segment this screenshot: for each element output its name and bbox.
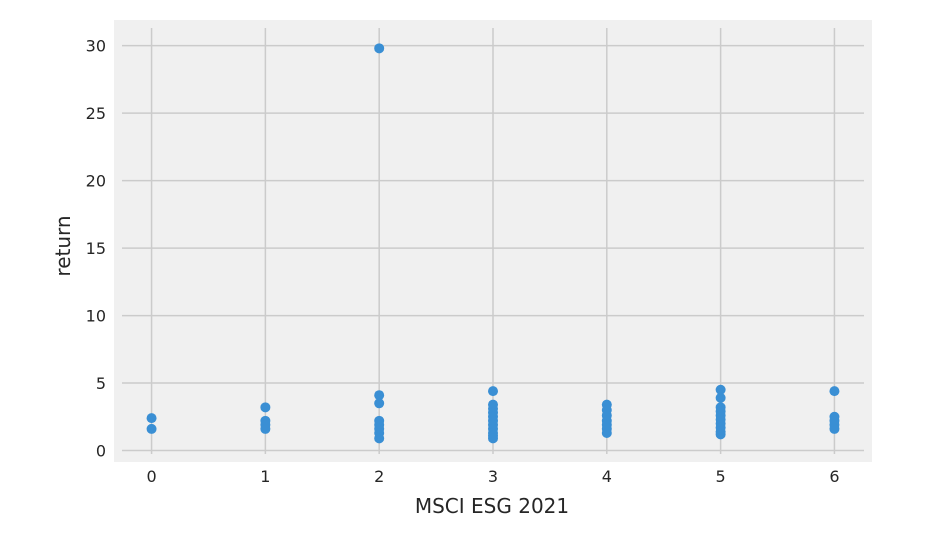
x-tick-labels: 0 1 2 3 4 5 6 xyxy=(146,467,839,486)
scatter-point xyxy=(488,386,498,397)
x-tick-label: 2 xyxy=(374,467,384,486)
scatter-point xyxy=(374,398,385,409)
scatter-point xyxy=(488,433,498,444)
scatter-point xyxy=(829,386,840,397)
y-tick-label: 10 xyxy=(86,307,106,326)
scatter-point xyxy=(260,423,271,434)
y-axis-title: return xyxy=(51,215,75,276)
scatter-point xyxy=(260,402,271,413)
scatter-point xyxy=(601,427,612,438)
grid-lines xyxy=(122,28,864,454)
y-tick-label: 20 xyxy=(86,172,106,191)
y-tick-labels: 0 5 10 15 20 25 30 xyxy=(86,37,106,461)
y-tick-label: 30 xyxy=(86,37,106,56)
x-tick-label: 3 xyxy=(488,467,498,486)
x-tick-label: 5 xyxy=(716,467,726,486)
data-points xyxy=(146,43,840,444)
scatter-point xyxy=(374,390,385,401)
scatter-point xyxy=(146,423,157,434)
scatter-point xyxy=(146,413,157,424)
x-tick-label: 6 xyxy=(829,467,839,486)
scatter-point xyxy=(829,423,840,434)
y-tick-label: 15 xyxy=(86,239,106,258)
y-tick-label: 5 xyxy=(96,374,106,393)
y-tick-label: 25 xyxy=(86,104,106,123)
scatter-point xyxy=(715,384,726,395)
x-tick-label: 0 xyxy=(146,467,156,486)
x-tick-label: 4 xyxy=(602,467,612,486)
scatter-point xyxy=(715,429,726,440)
x-axis-title: MSCI ESG 2021 xyxy=(415,494,569,518)
x-tick-label: 1 xyxy=(260,467,270,486)
scatter-point xyxy=(374,43,385,54)
scatter-point xyxy=(374,433,385,444)
y-tick-label: 0 xyxy=(96,442,106,461)
scatter-point xyxy=(715,392,726,403)
